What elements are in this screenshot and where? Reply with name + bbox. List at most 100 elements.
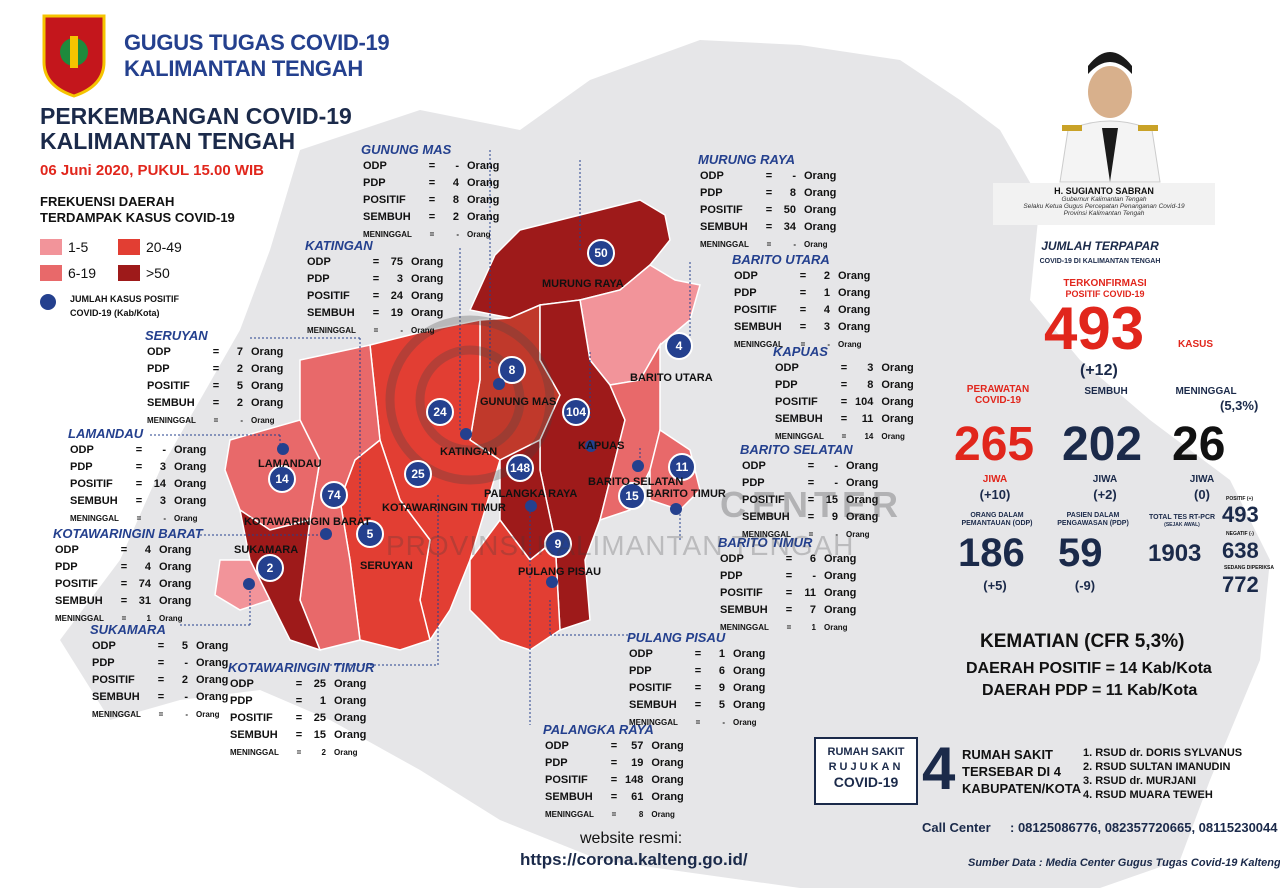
map-label-kotawaringin-barat: KOTAWARINGIN BARAT xyxy=(244,516,371,528)
confirmed-label2: POSITIF COVID-19 xyxy=(1065,289,1145,299)
legend-swatch-20-49 xyxy=(118,239,140,255)
cfr-title: KEMATIAN (CFR 5,3%) xyxy=(980,631,1185,652)
location-dot-katingan xyxy=(460,428,472,440)
stat-table: ODP = 4 Orang PDP = 4 Orang POSITIF = 74 Orang SE… xyxy=(55,544,192,623)
stat-box-pulang-pisau: PULANG PISAU ODP = 1 Orang PDP = 6 Orang POSIT… xyxy=(627,630,767,732)
hospital-desc: RUMAH SAKIT TERSEBAR DI 4 KABUPATEN/KOTA xyxy=(962,746,1081,797)
location-dot-barito-timur xyxy=(670,503,682,515)
confirmed-delta: (+12) xyxy=(1080,362,1118,379)
stat-table: ODP = 25 Orang PDP = 1 Orang POSITIF = 25 Orang S… xyxy=(230,678,367,757)
call-center-numbers[interactable]: : 08125086776, 082357720665, 08115230044 xyxy=(1010,820,1278,835)
stat-box-title: MURUNG RAYA xyxy=(698,152,796,167)
care-unit: JIWA xyxy=(982,474,1008,485)
odp-value: 186 xyxy=(958,531,1025,575)
location-dot-kapuas xyxy=(585,440,597,452)
legend-title-line2: TERDAMPAK KASUS COVID-19 xyxy=(40,210,235,225)
pdp-value: 59 xyxy=(1058,531,1103,575)
map-label-lamandau: LAMANDAU xyxy=(258,458,322,470)
location-dot-lamandau xyxy=(277,443,289,455)
deaths-value: 26 xyxy=(1172,418,1226,471)
hospital-list: 1. RSUD dr. DORIS SYLVANUS 2. RSUD SULTA… xyxy=(1083,746,1242,802)
map-label-seruyan: SERUYAN xyxy=(360,560,413,572)
pdp-delta: (-9) xyxy=(1074,578,1096,593)
hospital-item: 1. RSUD dr. DORIS SYLVANUS xyxy=(1083,747,1243,759)
region-pulang-pisau xyxy=(469,518,561,651)
stat-box-kapuas: KAPUAS ODP = 3 Orang PDP = 8 Orang POSITIF = 104… xyxy=(773,344,916,446)
hospital-item: 3. RSUD dr. MURJANI xyxy=(1083,775,1197,787)
legend-swatch-50 xyxy=(118,265,140,281)
stat-box-title: PALANGKA RAYA xyxy=(543,722,654,737)
map-label-barito-timur: BARITO TIMUR xyxy=(646,488,726,500)
deaths-unit: JIWA xyxy=(1189,474,1215,485)
hospital-label2: RUJUKAN xyxy=(828,761,904,773)
stat-table: ODP = 1 Orang PDP = 6 Orang POSITIF = 9 Orang SEM… xyxy=(629,648,766,727)
stat-box-title: SERUYAN xyxy=(145,328,208,343)
recovered-delta: (+2) xyxy=(1093,487,1117,502)
summary-subtitle: COVID-19 DI KALIMANTAN TENGAH xyxy=(1039,258,1161,265)
confirmed-value: 493 xyxy=(1044,295,1145,362)
hospital-label: RUMAH SAKIT RUJUKAN COVID-19 xyxy=(818,745,914,790)
pos-value: 493 xyxy=(1222,502,1259,527)
legend-label-1-5: 1-5 xyxy=(68,239,89,255)
stat-box-title: KAPUAS xyxy=(773,344,828,359)
care-label2: COVID-19 xyxy=(974,395,1022,406)
org-title: GUGUS TUGAS COVID-19 KALIMANTAN TENGAH xyxy=(124,30,390,82)
confirmed-unit: KASUS xyxy=(1178,339,1214,350)
stat-box-title: LAMANDAU xyxy=(68,426,144,441)
stat-table: ODP = 57 Orang PDP = 19 Orang POSITIF = 148 Orang… xyxy=(545,740,684,819)
pdp-label2: PENGAWASAN (PDP) xyxy=(1057,520,1129,527)
neg-value: 638 xyxy=(1222,538,1259,563)
stat-box-sukamara: SUKAMARA ODP = 5 Orang PDP = - Orang POSITIF = 2… xyxy=(90,622,230,724)
website-link[interactable]: https://corona.kalteng.go.id/ xyxy=(520,850,748,869)
stat-table: ODP = 75 Orang PDP = 3 Orang POSITIF = 24 Orang S… xyxy=(307,256,444,335)
map-count-barito-selatan: 15 xyxy=(618,482,646,510)
legend-dot: JUMLAH KASUS POSITIF COVID-19 (Kab/Kota) xyxy=(40,292,179,320)
org-line1: GUGUS TUGAS COVID-19 xyxy=(124,30,390,55)
map-count-barito-timur: 11 xyxy=(668,453,696,481)
hospital-desc3: KABUPATEN/KOTA xyxy=(962,781,1082,796)
recovered-label: SEMBUH xyxy=(1084,386,1128,397)
governor-role3: Provinsi Kalimantan Tengah xyxy=(1063,210,1145,217)
hospital-label3: COVID-19 xyxy=(833,774,899,790)
governor-caption-bg xyxy=(993,183,1215,225)
stat-box-title: BARITO TIMUR xyxy=(718,535,813,550)
hospital-desc1: RUMAH SAKIT xyxy=(962,747,1053,762)
legend-label-6-19: 6-19 xyxy=(68,265,97,281)
summary-title: JUMLAH TERPAPAR xyxy=(1041,239,1159,253)
title-line2: KALIMANTAN TENGAH xyxy=(40,128,296,154)
deaths-pct: (5,3%) xyxy=(1220,398,1259,413)
website-label: website resmi: xyxy=(580,830,683,847)
location-dot-pulang-pisau xyxy=(546,576,558,588)
stat-box-seruyan: SERUYAN ODP = 7 Orang PDP = 2 Orang POSITIF = 5 O… xyxy=(145,328,285,430)
deaths-delta: (0) xyxy=(1194,487,1210,502)
recovered-value: 202 xyxy=(1062,418,1143,471)
cfr-pdp-regions: DAERAH PDP = 11 Kab/Kota xyxy=(982,682,1198,699)
care-delta: (+10) xyxy=(979,487,1011,502)
stat-box-barito-utara: BARITO UTARA ODP = 2 Orang PDP = 1 Orang POSIT… xyxy=(732,252,872,354)
odp-delta: (+5) xyxy=(983,578,1007,593)
map-count-lamandau: 14 xyxy=(268,465,296,493)
proc-value: 772 xyxy=(1222,572,1259,597)
deaths-label: MENINGGAL xyxy=(1175,386,1237,397)
map-label-barito-utara: BARITO UTARA xyxy=(630,372,713,384)
hospital-desc2: TERSEBAR DI 4 xyxy=(962,764,1061,779)
map-label-pulang-pisau: PULANG PISAU xyxy=(518,566,602,578)
governor-role1: Gubernur Kalimantan Tengah xyxy=(1061,196,1147,203)
stat-box-kotawaringin-timur: KOTAWARINGIN TIMUR ODP = 25 Orang PDP = 1 Oran… xyxy=(228,660,374,762)
location-dot-gunung-mas xyxy=(493,378,505,390)
stat-table: ODP = - Orang PDP = 3 Orang POSITIF = 14 Orang SE… xyxy=(70,444,207,523)
map-label-sukamara: SUKAMARA xyxy=(234,544,299,556)
hospital-item: 4. RSUD MUARA TEWEH xyxy=(1083,789,1213,801)
stat-table: ODP = - Orang PDP = 4 Orang POSITIF = 8 Orang SEM… xyxy=(363,160,500,239)
legend-label-20-49: 20-49 xyxy=(146,239,182,255)
title-line1: PERKEMBANGAN COVID-19 xyxy=(40,103,352,129)
stat-box-katingan: KATINGAN ODP = 75 Orang PDP = 3 Orang POSITIF =… xyxy=(305,238,445,340)
location-dot-palangka-raya xyxy=(525,500,537,512)
org-line2: KALIMANTAN TENGAH xyxy=(124,56,363,81)
cfr-positive-regions: DAERAH POSITIF = 14 Kab/Kota xyxy=(966,660,1212,677)
location-dot-kotawaringin-barat xyxy=(320,528,332,540)
stat-box-title: GUNUNG MAS xyxy=(361,142,452,157)
map-label-katingan: KATINGAN xyxy=(440,446,498,458)
map-count-katingan: 24 xyxy=(426,398,454,426)
map-count-pulang-pisau: 9 xyxy=(544,530,572,558)
